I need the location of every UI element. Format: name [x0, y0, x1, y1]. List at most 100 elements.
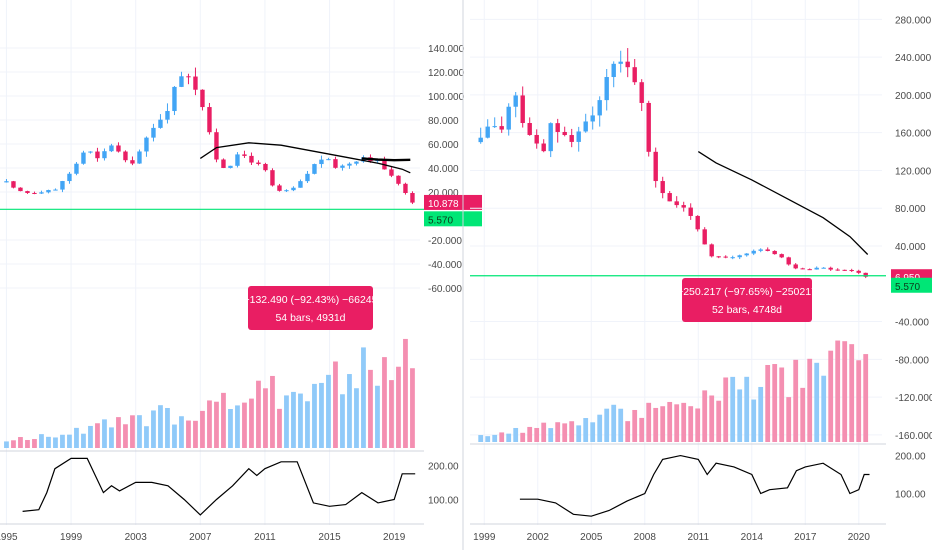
volume-bar [632, 409, 638, 442]
volume-bar [765, 364, 771, 442]
volume-bar [123, 424, 128, 448]
volume-bar [375, 385, 380, 448]
volume-bar [186, 420, 191, 448]
volume-bar [744, 376, 750, 442]
candle [744, 253, 749, 256]
volume-bar [821, 375, 827, 442]
volume-bar [723, 377, 729, 442]
indicator-axis-tick-label: 200.00 [428, 461, 459, 472]
volume-bar [534, 427, 540, 442]
price-axis-tick-label: -60.000 [428, 284, 462, 295]
measure-label-bars: 52 bars, 4748d [712, 304, 782, 316]
volume-bar [410, 368, 415, 448]
volume-bar [793, 359, 799, 442]
price-axis-tick-label: 80.000 [428, 116, 459, 127]
volume-bar [618, 408, 624, 442]
volume-bar [130, 415, 135, 448]
volume-bar [681, 402, 687, 442]
candle [277, 185, 282, 191]
candle [555, 123, 560, 132]
indicator-axis-tick-label: 200.00 [895, 452, 926, 463]
support-price-badge [424, 211, 482, 227]
volume-bar [779, 367, 785, 442]
candle [828, 267, 833, 270]
volume-bar [193, 420, 198, 448]
candle [186, 76, 191, 78]
volume-bar [319, 382, 324, 448]
candle [863, 272, 868, 277]
candle [541, 143, 546, 152]
candle [821, 267, 826, 269]
volume-bar [214, 401, 219, 448]
volume-bar [730, 376, 736, 442]
candle [625, 61, 630, 68]
price-axis-tick-label: 140.000 [428, 44, 465, 55]
volume-bar [604, 408, 610, 442]
candle [200, 89, 205, 108]
candle [109, 145, 114, 152]
volume-bar [562, 423, 568, 442]
volume-bar [326, 374, 331, 448]
volume-bar [639, 417, 645, 442]
volume-bar [270, 375, 275, 448]
price-axis-tick-label: 120.000 [428, 68, 465, 79]
candle [256, 162, 261, 164]
candle [702, 229, 707, 245]
candle [835, 269, 840, 271]
volume-bar [207, 400, 212, 448]
measure-label-change: −250.217 (−97.65%) −250217 [677, 286, 817, 298]
candle [284, 190, 289, 192]
volume-bar [221, 392, 226, 448]
volume-bar [758, 386, 764, 442]
candle [172, 86, 177, 112]
volume-bar [485, 436, 491, 442]
right-chart-panel: 280.000 240.000 200.000 160.000 120.000 80.00… [470, 0, 932, 543]
candle [410, 193, 415, 203]
candle [695, 215, 700, 230]
time-axis-tick-label: 2011 [254, 532, 276, 543]
candle [95, 151, 100, 159]
candle [158, 119, 163, 128]
volume-bar [88, 425, 93, 448]
volume-bar [354, 388, 359, 448]
candle [660, 181, 665, 194]
time-axis-tick-label: 2008 [634, 532, 657, 543]
candle [221, 159, 226, 168]
volume-bar [249, 398, 254, 448]
price-axis-tick-label: 40.000 [428, 164, 459, 175]
candle [849, 270, 854, 272]
volume-bar [674, 404, 680, 442]
candle [228, 165, 233, 168]
volume-bar [158, 405, 163, 448]
price-axis-tick-label: 280.000 [895, 15, 932, 26]
volume-bar [312, 383, 317, 448]
price-axis-tick-label: 240.000 [895, 53, 932, 64]
time-axis-tick-label: 2014 [741, 532, 764, 543]
volume-bar [277, 408, 282, 448]
candle [123, 151, 128, 161]
candle [347, 163, 352, 166]
volume-bar [499, 432, 505, 442]
candle [25, 191, 30, 193]
price-axis-tick-label: 160.000 [895, 129, 932, 140]
volume-bar [39, 434, 44, 448]
volume-bar [228, 409, 233, 448]
candle [534, 134, 539, 144]
volume-bar [298, 393, 303, 448]
volume-bar [828, 350, 834, 442]
volume-bar [18, 437, 23, 448]
measure-label-bars: 54 bars, 4931d [275, 312, 345, 324]
volume-bar [172, 424, 177, 448]
volume-bar [137, 415, 142, 448]
moving-average-line [199, 142, 411, 174]
volume-bar [25, 439, 30, 448]
indicator-line [519, 454, 870, 517]
price-axis-tick-label: -120.000 [895, 393, 932, 404]
candle [674, 201, 679, 206]
volume-bar [597, 414, 603, 442]
candle [4, 181, 9, 183]
candle [506, 106, 511, 130]
candle [214, 132, 219, 160]
candle [709, 244, 714, 257]
